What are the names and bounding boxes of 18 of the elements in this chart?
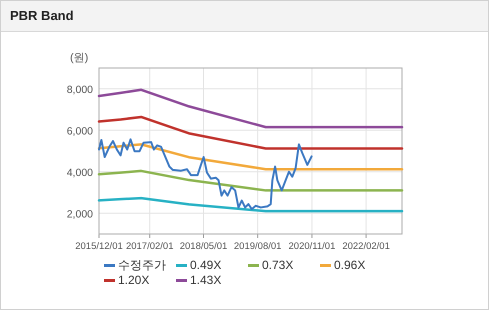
y-tick-label: 2,000	[66, 208, 94, 220]
legend-label: 1.43X	[190, 273, 222, 287]
y-axis-title: (원)	[70, 52, 88, 64]
legend-label: 0.49X	[190, 258, 222, 272]
legend-label: 0.96X	[334, 258, 366, 272]
x-tick-label: 2022/02/01	[342, 241, 390, 252]
x-tick-label: 2018/05/01	[180, 241, 228, 252]
chart-title: PBR Band	[10, 8, 74, 23]
legend-label: 수정주가	[118, 258, 166, 272]
legend-label: 0.73X	[262, 258, 294, 272]
y-tick-label: 8,000	[66, 84, 94, 96]
y-tick-label: 6,000	[66, 125, 94, 138]
legend-label: 1.20X	[118, 273, 150, 287]
y-tick-label: 4,000	[66, 166, 94, 179]
x-tick-label: 2015/12/01	[75, 241, 123, 252]
x-tick-label: 2020/11/01	[288, 241, 336, 252]
x-tick-label: 2017/02/01	[126, 241, 174, 252]
x-tick-label: 2019/08/01	[234, 241, 282, 252]
